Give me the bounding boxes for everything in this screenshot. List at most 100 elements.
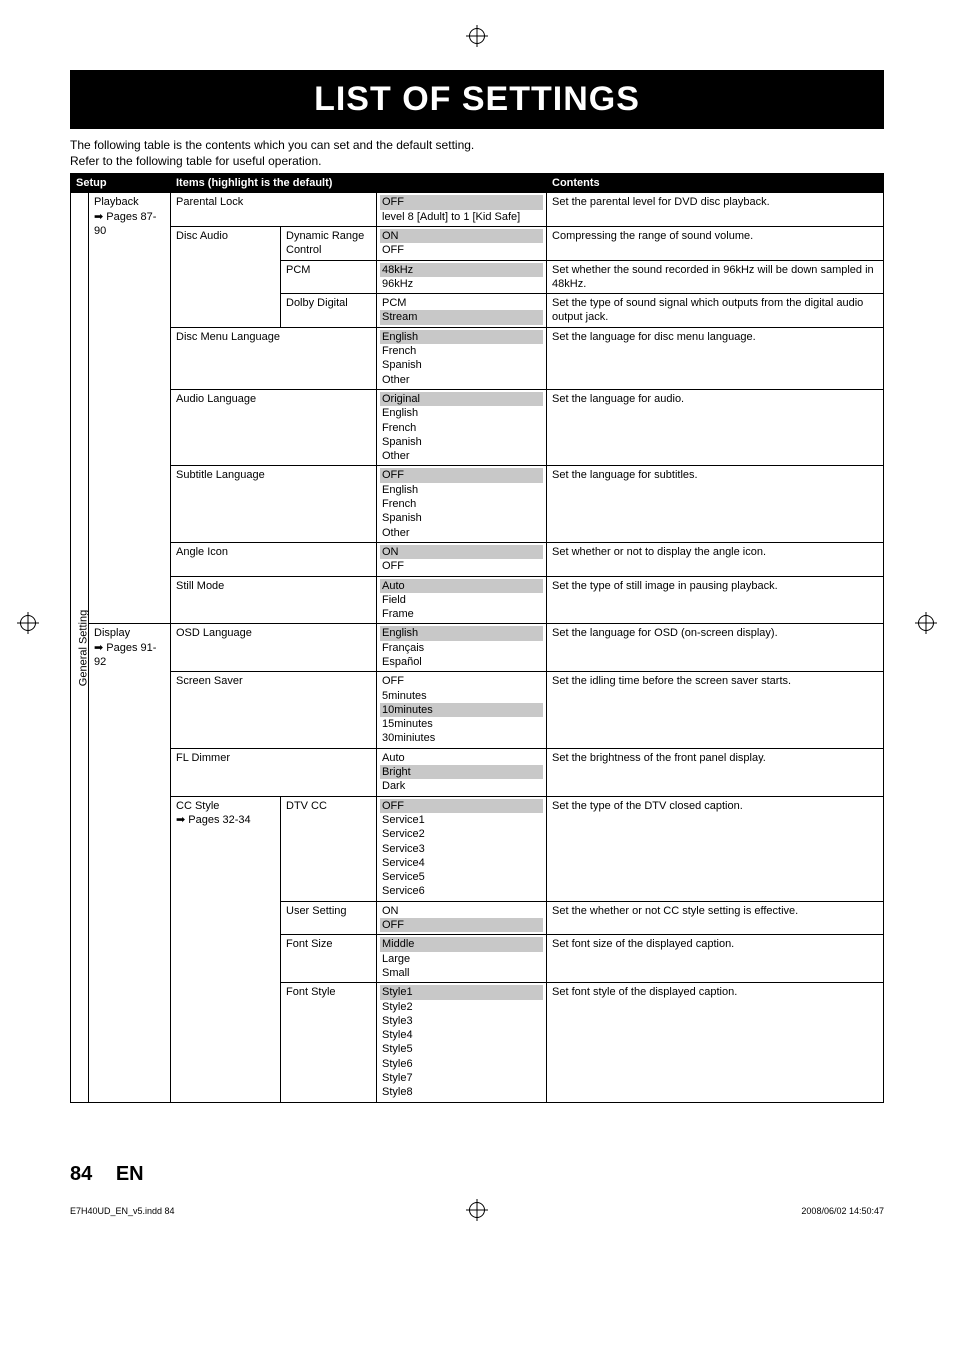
opt: Style8 [382,1086,413,1098]
opt: level 8 [Adult] to 1 [Kid Safe] [382,211,520,223]
opt: Frame [382,608,414,620]
desc-subtitle: Set the language for subtitles. [547,466,884,542]
subcat-display-name: Display [94,627,130,639]
table-row: Disc Audio Dynamic Range Control ON OFF … [71,226,884,260]
opt: OFF [382,675,404,687]
opt: French [382,422,416,434]
options-osd: English Français Español [377,624,547,672]
item-fontsize: Font Size [281,935,377,983]
opt: 96kHz [382,278,413,290]
opt: Service4 [382,857,425,869]
header-contents: Contents [547,174,884,193]
page-number: 84 [70,1163,92,1185]
opt: Middle [380,937,543,951]
item-audiolang: Audio Language [171,389,377,465]
desc-still: Set the type of still image in pausing p… [547,576,884,624]
item-discaudio: Disc Audio [171,226,281,327]
cc-label: CC Style [176,800,219,812]
opt: Stream [380,310,543,324]
opt: Large [382,953,410,965]
registration-mark-bottom [469,1202,485,1218]
item-fldimmer: FL Dimmer [171,748,377,796]
desc-audiolang: Set the language for audio. [547,389,884,465]
options-fldimmer: Auto Bright Dark [377,748,547,796]
item-angle: Angle Icon [171,542,377,576]
desc-fldimmer: Set the brightness of the front panel di… [547,748,884,796]
intro-line-2: Refer to the following table for useful … [70,154,321,168]
vertical-category: General Setting [71,193,89,1102]
options-fontsize: Middle Large Small [377,935,547,983]
table-row: FL Dimmer Auto Bright Dark Set the brigh… [71,748,884,796]
arrow-icon: ➡ [94,642,103,654]
opt: English [380,626,543,640]
item-drc: Dynamic Range Control [281,226,377,260]
arrow-icon: ➡ [94,211,103,223]
opt: Style6 [382,1058,413,1070]
table-row: Display ➡ Pages 91-92 OSD Language Engli… [71,624,884,672]
item-discmenu: Disc Menu Language [171,327,377,389]
options-fontstyle: Style1 Style2 Style3 Style4 Style5 Style… [377,983,547,1102]
page-title: LIST OF SETTINGS [70,70,884,129]
item-parental: Parental Lock [171,193,377,227]
options-dtvcc: OFF Service1 Service2 Service3 Service4 … [377,796,547,901]
options-saver: OFF 5minutes 10minutes 15minutes 30miniu… [377,672,547,748]
item-saver: Screen Saver [171,672,377,748]
opt: OFF [380,799,543,813]
page-container: LIST OF SETTINGS The following table is … [0,0,954,1246]
opt: ON [382,905,399,917]
options-subtitle: OFF English French Spanish Other [377,466,547,542]
options-discmenu: English French Spanish Other [377,327,547,389]
opt: ON [380,545,543,559]
table-row: Still Mode Auto Field Frame Set the type… [71,576,884,624]
subcat-display: Display ➡ Pages 91-92 [89,624,171,1102]
opt: OFF [380,195,543,209]
opt: Style1 [380,985,543,999]
opt: Bright [380,765,543,779]
desc-pcm: Set whether the sound recorded in 96kHz … [547,260,884,294]
print-timestamp: 2008/06/02 14:50:47 [801,1206,884,1216]
header-setup: Setup [71,174,171,193]
opt: Style7 [382,1072,413,1084]
opt: OFF [380,918,543,932]
options-dolby: PCM Stream [377,294,547,328]
options-drc: ON OFF [377,226,547,260]
cc-pages: Pages 32-34 [188,814,250,826]
subcat-display-pages: Pages 91-92 [94,642,156,668]
print-file: E7H40UD_EN_v5.indd 84 [70,1206,175,1216]
opt: Service2 [382,828,425,840]
options-still: Auto Field Frame [377,576,547,624]
table-row: Screen Saver OFF 5minutes 10minutes 15mi… [71,672,884,748]
table-row: Angle Icon ON OFF Set whether or not to … [71,542,884,576]
desc-fontsize: Set font size of the displayed caption. [547,935,884,983]
opt: Style2 [382,1001,413,1013]
desc-dtvcc: Set the type of the DTV closed caption. [547,796,884,901]
header-items: Items (highlight is the default) [171,174,547,193]
table-header-row: Setup Items (highlight is the default) C… [71,174,884,193]
table-row: Audio Language Original English French S… [71,389,884,465]
opt: English [382,407,418,419]
opt: Français [382,642,424,654]
desc-usersetting: Set the whether or not CC style setting … [547,901,884,935]
opt: OFF [382,560,404,572]
item-ccstyle: CC Style ➡ Pages 32-34 [171,796,281,1102]
item-usersetting: User Setting [281,901,377,935]
intro-text: The following table is the contents whic… [70,137,884,169]
arrow-icon: ➡ [176,814,185,826]
options-pcm: 48kHz 96kHz [377,260,547,294]
desc-discmenu: Set the language for disc menu language. [547,327,884,389]
desc-parental: Set the parental level for DVD disc play… [547,193,884,227]
desc-dolby: Set the type of sound signal which outpu… [547,294,884,328]
opt: Style4 [382,1029,413,1041]
desc-angle: Set whether or not to display the angle … [547,542,884,576]
opt: Spanish [382,359,422,371]
desc-saver: Set the idling time before the screen sa… [547,672,884,748]
opt: Dark [382,780,405,792]
opt: 5minutes [382,690,427,702]
item-still: Still Mode [171,576,377,624]
item-dolby: Dolby Digital [281,294,377,328]
table-row: Subtitle Language OFF English French Spa… [71,466,884,542]
opt: Service5 [382,871,425,883]
subcat-playback-name: Playback [94,196,139,208]
opt: 30miniutes [382,732,435,744]
table-row: General Setting Playback ➡ Pages 87-90 P… [71,193,884,227]
